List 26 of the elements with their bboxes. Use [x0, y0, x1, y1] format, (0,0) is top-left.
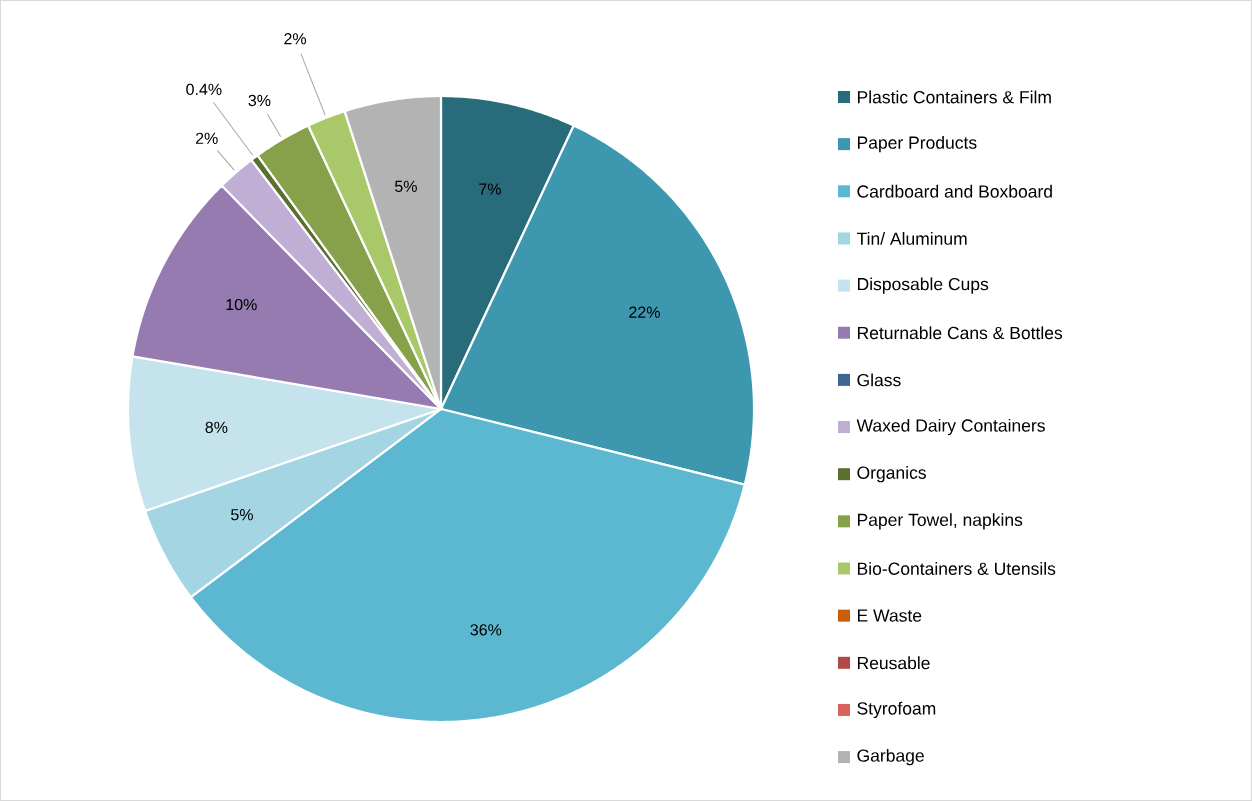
data-label: 2% [284, 33, 307, 45]
data-label: 5% [231, 509, 253, 521]
legend-label: Disposable Cups [857, 277, 989, 294]
legend-label: Styrofoam [857, 701, 936, 719]
legend-label: Bio-Containers & Utensils [857, 562, 1056, 575]
legend-label: Plastic Containers & Film [857, 90, 1051, 104]
legend-label: Tin/ Aluminum [856, 232, 967, 245]
legend-label: Garbage [857, 748, 924, 766]
legend-label: E Waste [857, 609, 922, 622]
legend-label: Waxed Dairy Containers [856, 418, 1045, 436]
data-label: 8% [205, 421, 228, 433]
data-label: 2% [195, 132, 218, 144]
data-label: 22% [629, 306, 660, 318]
legend-label: Reusable [857, 656, 930, 670]
data-label: 10% [226, 298, 257, 311]
data-label: 36% [470, 624, 502, 636]
legend-label: Returnable Cans & Bottles [857, 326, 1063, 340]
legend-label: Cardboard and Boxboard [857, 184, 1052, 198]
legend-label: Paper Towel, napkins [857, 513, 1023, 530]
data-label: 0.4% [186, 83, 222, 96]
legend-label: Organics [857, 466, 926, 483]
data-label: 5% [394, 180, 417, 193]
legend-label: Glass [857, 373, 901, 387]
legend-label: Paper Products [857, 135, 977, 153]
data-label: 7% [479, 183, 501, 195]
data-label: 3% [248, 94, 271, 107]
